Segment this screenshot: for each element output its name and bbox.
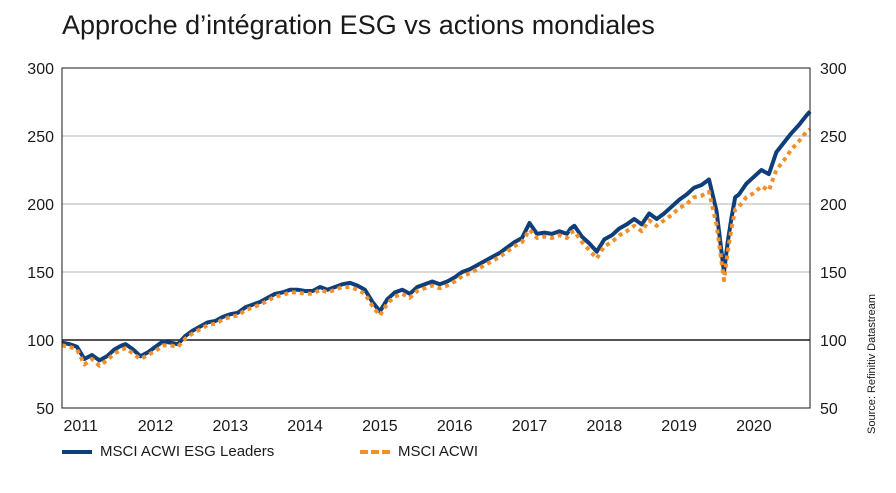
y-tick-label-left-100: 100	[27, 333, 54, 350]
y-axis-right: 50 100 150 200 250 300	[820, 61, 847, 418]
plot-frame	[61, 67, 811, 409]
y-tick-label-right-150: 150	[820, 265, 847, 282]
legend-label-acwi: MSCI ACWI	[398, 443, 479, 460]
series-lines	[61, 110, 812, 368]
y-tick-label-right-100: 100	[820, 333, 847, 350]
x-tick-label-2018: 2018	[587, 418, 623, 435]
x-tick-label-2016: 2016	[437, 418, 473, 435]
series-line-acwi	[61, 127, 812, 368]
y-tick-label-right-300: 300	[820, 61, 847, 78]
legend-swatch-dotted	[360, 449, 390, 454]
series-line-esg-leaders	[61, 110, 812, 363]
y-tick-label-left-50: 50	[36, 401, 54, 418]
y-tick-label-left-200: 200	[27, 197, 54, 214]
x-tick-label-2020: 2020	[736, 418, 772, 435]
x-tick-label-2019: 2019	[661, 418, 697, 435]
y-tick-label-right-200: 200	[820, 197, 847, 214]
y-axis-left: 50 100 150 200 250 300	[27, 61, 54, 418]
x-tick-label-2012: 2012	[138, 418, 174, 435]
y-tick-label-right-50: 50	[820, 401, 838, 418]
y-tick-label-left-150: 150	[27, 265, 54, 282]
plot-border	[61, 67, 811, 409]
grid-lines	[62, 135, 810, 341]
legend-swatch-solid	[62, 449, 92, 454]
x-tick-label-2014: 2014	[287, 418, 323, 435]
legend-item-acwi: MSCI ACWI	[360, 443, 478, 460]
legend-item-esg-leaders: MSCI ACWI ESG Leaders	[62, 443, 274, 460]
x-axis: 2011 2012 2013 2014 2015 2016 2017 2018 2019 2020	[63, 418, 771, 435]
y-tick-label-right-250: 250	[820, 129, 847, 146]
x-tick-label-2011: 2011	[63, 418, 98, 435]
x-tick-label-2013: 2013	[213, 418, 249, 435]
source-note: Source: Refinitiv Datastream	[866, 294, 878, 434]
x-tick-label-2015: 2015	[362, 418, 398, 435]
y-tick-label-left-250: 250	[27, 129, 54, 146]
chart-title: Approche d’intégration ESG vs actions mo…	[62, 10, 655, 40]
x-tick-label-2017: 2017	[512, 418, 548, 435]
y-tick-label-left-300: 300	[27, 61, 54, 78]
legend-label-esg-leaders: MSCI ACWI ESG Leaders	[100, 443, 275, 460]
